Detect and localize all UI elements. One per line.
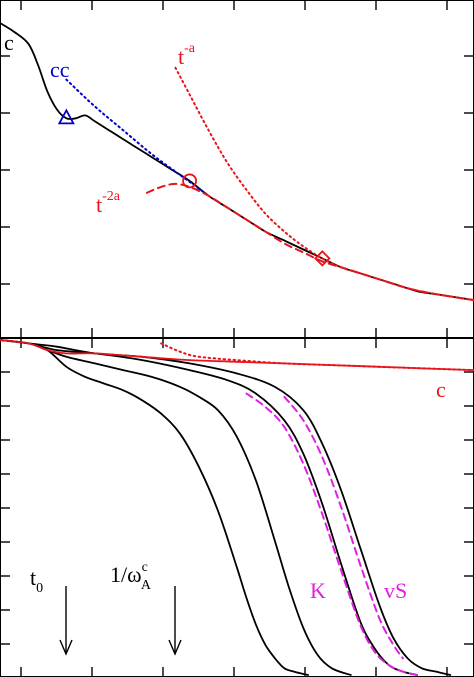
- bottom-series-7-dashed-line: [245, 392, 419, 676]
- bottom-series-4-solid-line: [0, 339, 452, 676]
- label-cc: cc: [50, 57, 70, 82]
- marker-diamond: [314, 250, 331, 267]
- bottom-series-8-dashed-line: [283, 395, 404, 660]
- top-series-1-solid-line: [0, 22, 474, 301]
- bottom-panel: c K vS t0 1/ωc A: [0, 337, 474, 677]
- label-t-minus-2a-exponent: -2a: [102, 189, 121, 204]
- arrow-inverse-omega-a-head: [168, 639, 182, 656]
- bottom-panel-ticks: [0, 338, 474, 677]
- label-t-minus-a-exponent: -a: [184, 41, 196, 56]
- bottom-series-2-solid-line: [0, 339, 352, 676]
- label-t-minus-2a: t-2a: [96, 189, 121, 217]
- label-t-minus-2a-base: t: [96, 192, 102, 217]
- bottom-panel-frame: [0, 337, 474, 677]
- top-panel-series: [0, 22, 474, 302]
- label-t-minus-a-base: t: [178, 44, 184, 69]
- bottom-series-3-solid-line: [0, 339, 418, 676]
- top-series-3-dotted-line: [174, 66, 474, 302]
- top-panel-ticks: [0, 0, 474, 338]
- top-panel-markers: [57, 108, 331, 267]
- bottom-series-5-solid-line: [0, 339, 474, 371]
- marker-triangle: [57, 108, 75, 125]
- arrow-inverse-omega-a: [168, 586, 182, 656]
- label-t0: t0: [30, 565, 43, 596]
- label-t-minus-a: t-a: [178, 41, 196, 69]
- label-t0-base: t: [30, 565, 36, 590]
- arrow-t0: [59, 586, 73, 656]
- label-inverse-omega-a-superscript: c: [142, 560, 148, 575]
- bottom-series-1-solid-line: [0, 339, 309, 676]
- label-c-top: c: [4, 30, 14, 55]
- label-t0-subscript: 0: [36, 581, 43, 596]
- top-panel: c cc t-a t-2a: [0, 0, 474, 339]
- bottom-series-6-dotted-line: [160, 342, 474, 372]
- top-series-2-dotted-line: [65, 78, 210, 197]
- top-series-4-dashed-line: [145, 182, 474, 302]
- marker-circle: [182, 173, 198, 189]
- arrow-t0-head: [59, 639, 73, 656]
- label-k: K: [310, 578, 326, 603]
- bottom-panel-series: [0, 339, 474, 676]
- label-c-bottom: c: [436, 377, 446, 402]
- label-inverse-omega-a-subscript: A: [141, 578, 152, 593]
- label-vs: vS: [384, 578, 407, 603]
- label-inverse-omega-a: 1/ωc A: [110, 560, 152, 593]
- label-inverse-omega-a-base: 1/ω: [110, 562, 142, 587]
